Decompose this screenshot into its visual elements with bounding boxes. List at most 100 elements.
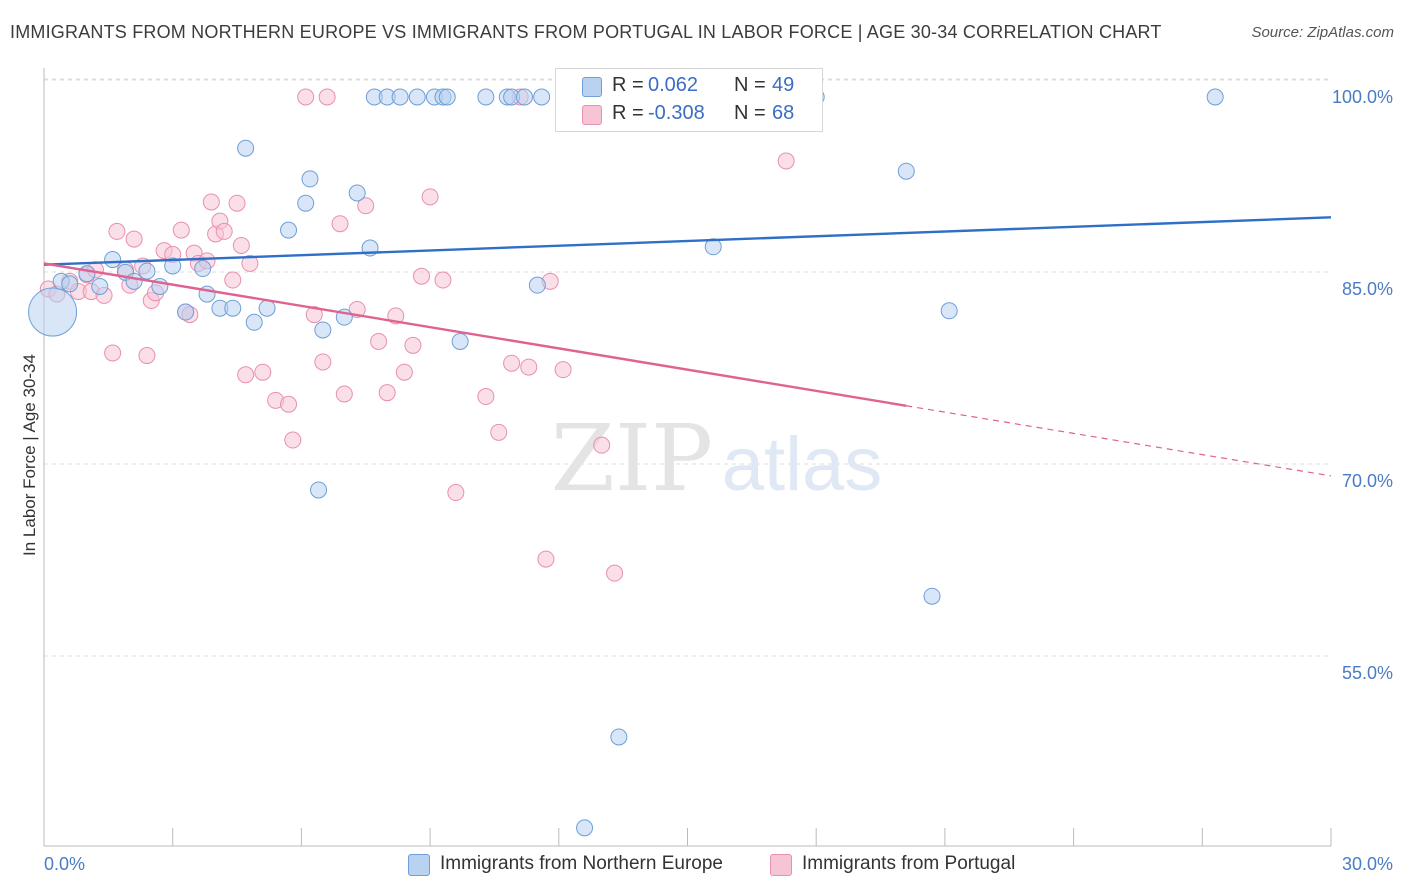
point-northern-europe [125, 272, 143, 290]
point-portugal [284, 431, 302, 449]
point-portugal [241, 254, 259, 272]
stats-r-value: 0.062 [648, 74, 699, 96]
point-portugal [777, 152, 795, 170]
point-northern-europe [28, 287, 78, 337]
stats-box: R = 0.062 N = 49 R = -0.308 N = 68 [555, 68, 823, 132]
point-northern-europe [940, 302, 958, 320]
point-northern-europe [78, 265, 96, 283]
point-portugal [237, 366, 255, 384]
y-tick-label: 55.0% [1342, 663, 1393, 683]
trend-line-portugal [43, 262, 907, 407]
point-portugal [413, 267, 431, 285]
point-portugal [305, 306, 323, 324]
point-northern-europe [438, 88, 456, 106]
axes [43, 68, 1332, 847]
point-northern-europe [164, 257, 182, 275]
point-portugal [593, 436, 611, 454]
point-northern-europe [194, 260, 212, 278]
stats-row-northern-europe: R = 0.062 N = 49 [556, 71, 822, 101]
point-northern-europe [576, 819, 594, 837]
point-northern-europe [897, 162, 915, 180]
point-portugal [254, 363, 272, 381]
point-northern-europe [923, 587, 941, 605]
point-northern-europe [104, 251, 122, 269]
point-northern-europe [533, 88, 551, 106]
x-tick-label: 30.0% [1342, 854, 1393, 874]
point-northern-europe [515, 88, 533, 106]
point-northern-europe [610, 728, 628, 746]
point-portugal [447, 484, 465, 502]
point-portugal [421, 188, 439, 206]
point-northern-europe [61, 275, 79, 293]
point-northern-europe [138, 262, 156, 280]
point-portugal [125, 230, 143, 248]
point-northern-europe [528, 276, 546, 294]
stats-row-portugal: R = -0.308 N = 68 [556, 99, 822, 129]
y-tick-label: 70.0% [1342, 471, 1393, 491]
point-portugal [357, 197, 375, 215]
point-portugal [395, 363, 413, 381]
point-portugal [215, 222, 233, 240]
gridlines [44, 78, 1331, 657]
point-portugal [314, 353, 332, 371]
point-portugal [490, 423, 508, 441]
point-portugal [503, 354, 521, 372]
point-portugal [280, 395, 298, 413]
stats-swatch-blue [582, 77, 602, 97]
point-portugal [232, 236, 250, 254]
point-northern-europe [177, 303, 195, 321]
point-portugal [202, 193, 220, 211]
stats-r-label: R = [612, 102, 644, 124]
point-portugal [404, 336, 422, 354]
point-portugal [537, 550, 555, 568]
point-portugal [554, 361, 572, 379]
x-tick-label: 0.0% [44, 854, 85, 874]
point-northern-europe [301, 170, 319, 188]
y-tick-label: 100.0% [1332, 87, 1393, 107]
stats-swatch-pink [582, 105, 602, 125]
point-portugal [477, 388, 495, 406]
point-northern-europe [348, 184, 366, 202]
point-northern-europe [245, 313, 263, 331]
point-northern-europe [258, 299, 276, 317]
source-credit: Source: ZipAtlas.com [1251, 24, 1394, 41]
point-portugal [172, 221, 190, 239]
point-northern-europe [224, 299, 242, 317]
point-portugal [318, 88, 336, 106]
legend-swatch-blue [408, 854, 430, 876]
point-portugal [138, 347, 156, 365]
watermark-zip: ZIP [551, 405, 713, 512]
point-portugal [606, 564, 624, 582]
point-portugal [378, 384, 396, 402]
trend-lines [43, 216, 1332, 477]
y-axis-label: In Labor Force | Age 30-34 [20, 354, 39, 556]
point-portugal [434, 271, 452, 289]
point-portugal [370, 332, 388, 350]
legend-swatch-pink [770, 854, 792, 876]
watermark-atlas: atlas [722, 422, 883, 507]
point-northern-europe [280, 221, 298, 239]
stats-n-value: 68 [772, 102, 795, 124]
point-northern-europe [451, 332, 469, 350]
point-portugal [108, 222, 126, 240]
point-portugal [335, 385, 353, 403]
point-northern-europe [297, 194, 315, 212]
tick-labels: 55.0% 70.0% 85.0% 100.0% 0.0% 30.0% [44, 87, 1393, 874]
trend-line-portugal-dashed [906, 405, 1332, 477]
stats-r-value: -0.308 [648, 102, 705, 124]
point-northern-europe [704, 238, 722, 256]
trend-line-northern-europe [43, 216, 1332, 266]
watermark: ZIP atlas [551, 405, 882, 512]
point-northern-europe [408, 88, 426, 106]
point-portugal [224, 271, 242, 289]
point-northern-europe [237, 139, 255, 157]
stats-r-label: R = [612, 74, 644, 96]
point-northern-europe [1206, 88, 1224, 106]
point-northern-europe [314, 321, 332, 339]
stats-n-label: N = [734, 102, 766, 124]
point-portugal [228, 194, 246, 212]
point-northern-europe [391, 88, 409, 106]
point-portugal [331, 215, 349, 233]
point-northern-europe [310, 481, 328, 499]
